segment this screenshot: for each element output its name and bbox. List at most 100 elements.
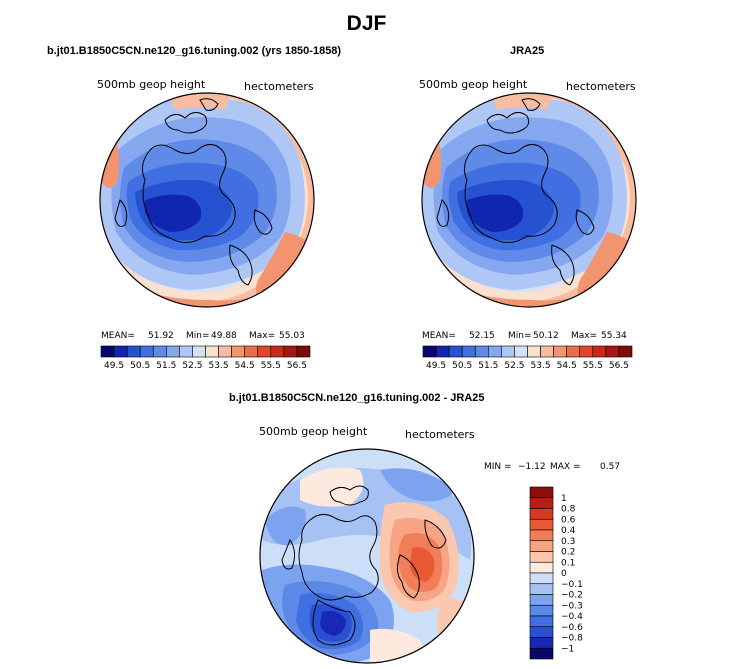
panel2-map xyxy=(422,93,636,307)
panel1-units-label: hectometers xyxy=(244,80,314,93)
cbar2-tick-label: 51.5 xyxy=(478,361,498,371)
cbar2-swatch xyxy=(618,345,633,358)
cbar3-swatch xyxy=(529,594,554,606)
cbar3-tick-label: −0.3 xyxy=(561,601,583,611)
cbar3-swatch xyxy=(529,615,554,628)
panel2-title: JRA25 xyxy=(510,45,545,57)
panel2-variable-label: 500mb geop height xyxy=(419,78,528,91)
cbar1-tick-label: 53.5 xyxy=(209,361,229,371)
cbar2-swatch xyxy=(566,345,581,358)
panel2-min-value: 50.12 xyxy=(533,331,559,341)
cbar2-swatch xyxy=(514,345,528,358)
panel1-min-value: 49.88 xyxy=(211,331,237,341)
panel3-min-value: −1.12 xyxy=(518,462,546,472)
cbar3-tick-label: 0 xyxy=(561,569,567,579)
cbar3-swatch xyxy=(529,551,554,563)
panel2-mean-label: MEAN= xyxy=(422,331,456,341)
cbar1-swatch xyxy=(244,345,259,358)
cbar2-swatch xyxy=(435,345,450,358)
panel2-max-label: Max= xyxy=(571,331,598,341)
panel3-variable-label: 500mb geop height xyxy=(259,425,368,438)
cbar2-tick-label: 50.5 xyxy=(452,361,472,371)
cbar1-tick-label: 54.5 xyxy=(235,361,255,371)
cbar2-tick-label: 54.5 xyxy=(557,361,577,371)
colorbar-panel1: 49.5 50.5 51.5 52.5 53.5 54.5 55.5 56.5 xyxy=(100,345,311,371)
cbar3-tick-label: 0.6 xyxy=(561,515,576,525)
cbar3-swatch xyxy=(529,518,554,531)
cbar3-tick-label: 0.1 xyxy=(561,558,575,568)
panel3-min-label: MIN = xyxy=(484,462,512,472)
cbar3-swatch xyxy=(529,626,554,638)
cbar3-tick-label: −1 xyxy=(561,644,574,654)
cbar3-swatch xyxy=(529,508,554,520)
cbar3-tick-label: 0.3 xyxy=(561,537,575,547)
cbar3-swatch xyxy=(529,540,554,552)
panel2-map-border xyxy=(421,92,637,308)
cbar2-tick-label: 53.5 xyxy=(531,361,551,371)
cbar3-tick-label: −0.1 xyxy=(561,580,583,590)
cbar2-tick-label: 55.5 xyxy=(583,361,603,371)
cbar1-swatch xyxy=(218,345,232,358)
cbar2-tick-label: 49.5 xyxy=(426,361,446,371)
panel2-units-label: hectometers xyxy=(566,80,636,93)
cbar1-swatch xyxy=(296,345,311,358)
panel3-max-value: 0.57 xyxy=(600,462,621,472)
cbar1-tick-label: 55.5 xyxy=(261,361,281,371)
cbar1-tick-label: 49.5 xyxy=(104,361,124,371)
cbar3-tick-label: −0.8 xyxy=(561,634,583,644)
panel1-map xyxy=(100,93,314,307)
cbar3-swatch xyxy=(529,572,554,585)
cbar2-swatch xyxy=(592,345,607,358)
panel3-map xyxy=(260,449,474,663)
cbar1-tick-label: 56.5 xyxy=(287,361,307,371)
cbar1-tick-label: 50.5 xyxy=(130,361,150,371)
panel2-max-value: 55.34 xyxy=(601,331,627,341)
panel1-variable-label: 500mb geop height xyxy=(97,78,206,91)
cbar1-swatch xyxy=(179,345,193,358)
cbar1-swatch xyxy=(231,345,245,358)
cbar2-swatch xyxy=(605,345,620,358)
panel1-max-value: 55.03 xyxy=(279,331,305,341)
cbar2-swatch xyxy=(553,345,567,358)
cbar3-tick-label: 0.8 xyxy=(561,505,576,515)
cbar2-swatch xyxy=(488,345,502,358)
panel3-max-label: MAX = xyxy=(550,462,581,472)
cbar3-tick-label: 1 xyxy=(561,494,567,504)
cbar1-swatch xyxy=(257,345,272,358)
cbar2-swatch xyxy=(461,345,476,358)
panel3-units-label: hectometers xyxy=(405,428,475,441)
cbar3-tick-label: −0.6 xyxy=(561,623,583,633)
panel1-map-border xyxy=(99,92,315,308)
cbar3-tick-label: 0.4 xyxy=(561,526,576,536)
cbar1-tick-label: 51.5 xyxy=(156,361,176,371)
cbar2-tick-label: 52.5 xyxy=(504,361,524,371)
panel1-max-label: Max= xyxy=(249,331,276,341)
panel1-min-label: Min= xyxy=(186,331,210,341)
cbar2-swatch xyxy=(579,345,594,358)
panel3-title: b.jt01.B1850C5CN.ne120_g16.tuning.002 - … xyxy=(229,392,485,404)
cbar1-swatch xyxy=(113,345,128,358)
cbar2-swatch xyxy=(501,345,515,358)
cbar3-tick-label: −0.4 xyxy=(561,612,583,622)
panel2-mean-value: 52.15 xyxy=(469,331,495,341)
panel1-title: b.jt01.B1850C5CN.ne120_g16.tuning.002 (y… xyxy=(47,45,342,57)
cbar2-swatch xyxy=(448,345,463,358)
cbar2-swatch xyxy=(422,345,437,358)
cbar3-swatch xyxy=(529,486,554,499)
cbar1-tick-label: 52.5 xyxy=(182,361,202,371)
cbar3-tick-label: 0.2 xyxy=(561,548,575,558)
cbar2-swatch xyxy=(474,345,489,358)
colorbar-panel2: 49.5 50.5 51.5 52.5 53.5 54.5 55.5 56.5 xyxy=(422,345,633,371)
cbar3-swatch xyxy=(529,583,554,595)
cbar2-tick-label: 56.5 xyxy=(609,361,629,371)
cbar1-swatch xyxy=(126,345,141,358)
cbar3-tick-label: −0.2 xyxy=(561,591,583,601)
cbar3-swatch xyxy=(529,604,554,617)
cbar1-swatch xyxy=(152,345,167,358)
cbar1-swatch xyxy=(100,345,115,358)
panel1-mean-value: 51.92 xyxy=(148,331,174,341)
cbar1-swatch xyxy=(205,345,219,358)
cbar3-swatch xyxy=(529,647,554,660)
cbar1-swatch xyxy=(192,345,206,358)
cbar1-swatch xyxy=(166,345,180,358)
